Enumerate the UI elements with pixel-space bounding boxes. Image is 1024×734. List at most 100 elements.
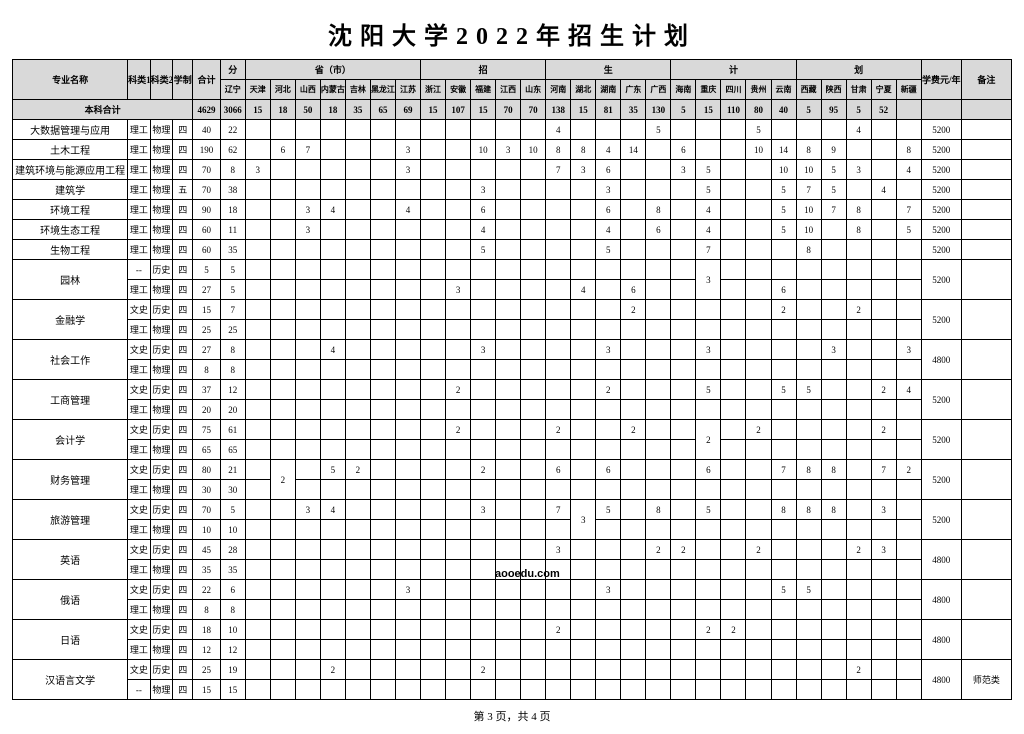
prov-cell — [596, 360, 621, 380]
cell-xz: 四 — [173, 300, 193, 320]
total-cell: 15 — [571, 100, 596, 120]
prov-cell: 6 — [596, 460, 621, 480]
prov-cell — [345, 120, 370, 140]
cell-xz: 四 — [173, 640, 193, 660]
prov-cell — [395, 300, 420, 320]
prov-cell — [471, 280, 496, 300]
prov-cell: 3 — [871, 540, 896, 560]
prov-cell — [621, 620, 646, 640]
prov-cell: 3 — [471, 180, 496, 200]
prov-cell — [696, 300, 721, 320]
cell-hj: 27 — [193, 280, 221, 300]
prov-cell — [270, 620, 295, 640]
prov-cell — [270, 580, 295, 600]
prov-cell — [320, 140, 345, 160]
prov-cell — [546, 240, 571, 260]
hdr-fee: 学费元/年 — [921, 60, 961, 100]
prov-cell: 5 — [696, 380, 721, 400]
cell-hj: 190 — [193, 140, 221, 160]
total-cell: 35 — [345, 100, 370, 120]
prov-cell: 8 — [771, 500, 796, 520]
cell-cat2: 历史 — [150, 300, 173, 320]
prov-cell — [446, 160, 471, 180]
prov-cell — [521, 540, 546, 560]
major-cell: 大数据管理与应用 — [13, 120, 128, 140]
prov-cell — [270, 180, 295, 200]
prov-cell — [546, 580, 571, 600]
prov-cell — [395, 460, 420, 480]
prov-cell — [771, 240, 796, 260]
prov-cell — [245, 520, 270, 540]
cell-hj: 20 — [193, 400, 221, 420]
prov-cell — [771, 560, 796, 580]
prov-cell — [821, 540, 846, 560]
prov-cell: 2 — [471, 460, 496, 480]
prov-cell — [245, 660, 270, 680]
prov-cell — [421, 300, 446, 320]
hdr-prov: 新疆 — [896, 80, 921, 100]
prov-cell — [771, 340, 796, 360]
prov-cell — [245, 220, 270, 240]
prov-cell — [846, 580, 871, 600]
prov-cell: 5 — [696, 500, 721, 520]
prov-cell: 5 — [771, 200, 796, 220]
total-cell: 50 — [295, 100, 320, 120]
prov-cell — [395, 500, 420, 520]
prov-cell: 5 — [771, 180, 796, 200]
prov-cell: 2 — [846, 300, 871, 320]
fee-cell: 4800 — [921, 340, 961, 380]
prov-cell — [571, 400, 596, 420]
prov-cell — [370, 440, 395, 460]
prov-cell: 15 — [220, 680, 245, 700]
prov-cell: 7 — [295, 140, 320, 160]
total-cell: 40 — [771, 100, 796, 120]
prov-cell: 3 — [546, 540, 571, 560]
prov-cell — [671, 660, 696, 680]
prov-cell — [571, 600, 596, 620]
prov-cell — [546, 380, 571, 400]
prov-cell — [471, 320, 496, 340]
prov-cell — [671, 640, 696, 660]
prov-cell: 3 — [571, 500, 596, 540]
prov-cell — [846, 260, 871, 280]
prov-cell: 2 — [546, 420, 571, 440]
cell-cat2: 物理 — [150, 400, 173, 420]
bz-cell — [961, 500, 1011, 540]
prov-cell — [671, 240, 696, 260]
prov-cell — [245, 500, 270, 520]
cell-cat1: 文史 — [128, 540, 151, 560]
prov-cell — [696, 680, 721, 700]
cell-hj: 5 — [193, 260, 221, 280]
fee-cell: 5200 — [921, 120, 961, 140]
prov-cell — [446, 260, 471, 280]
prov-cell: 11 — [220, 220, 245, 240]
prov-cell: 10 — [796, 160, 821, 180]
prov-cell — [646, 660, 671, 680]
fee-cell: 5200 — [921, 160, 961, 180]
cell-cat1: 文史 — [128, 300, 151, 320]
cell-hj: 65 — [193, 440, 221, 460]
prov-cell: 2 — [696, 420, 721, 460]
prov-cell: 5 — [796, 580, 821, 600]
prov-cell — [446, 480, 471, 500]
prov-cell — [395, 360, 420, 380]
prov-cell — [395, 260, 420, 280]
prov-cell — [696, 560, 721, 580]
prov-cell — [345, 440, 370, 460]
prov-cell — [546, 340, 571, 360]
prov-cell — [245, 380, 270, 400]
prov-cell — [646, 160, 671, 180]
prov-cell: 2 — [696, 620, 721, 640]
table-row: 土木工程理工物理四190626731031088414610148985200 — [13, 140, 1012, 160]
hdr-prov: 吉林 — [345, 80, 370, 100]
cell-cat1: 文史 — [128, 340, 151, 360]
prov-cell — [471, 560, 496, 580]
prov-cell — [846, 280, 871, 300]
prov-cell — [621, 600, 646, 620]
prov-cell — [421, 620, 446, 640]
prov-cell: 4 — [395, 200, 420, 220]
prov-cell: 8 — [796, 460, 821, 480]
prov-cell: 7 — [771, 460, 796, 480]
prov-cell — [496, 500, 521, 520]
prov-cell — [771, 640, 796, 660]
